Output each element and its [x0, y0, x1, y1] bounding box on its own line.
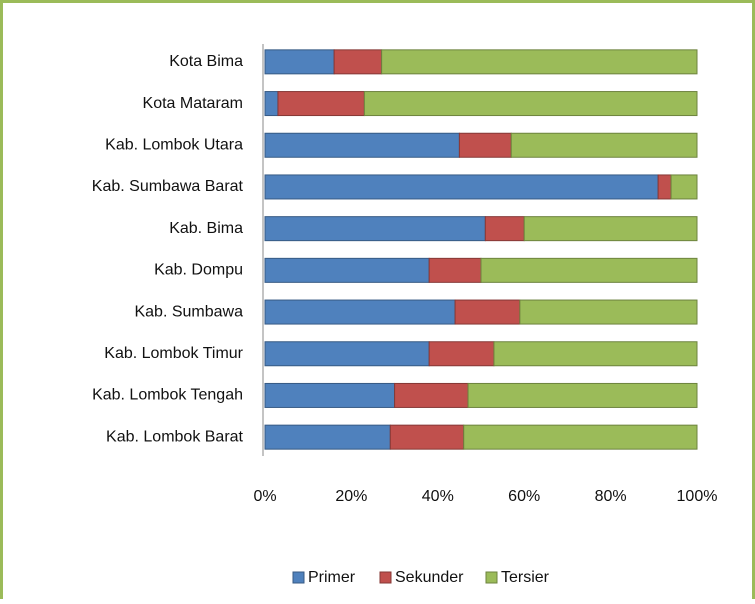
- bar-segment: [333, 49, 383, 75]
- bar-segment: [428, 257, 482, 283]
- legend-swatch: [379, 571, 392, 584]
- bar-segment: [264, 132, 460, 158]
- y-tick-label: Kab. Lombok Barat: [106, 428, 244, 445]
- bar-segment: [264, 216, 486, 242]
- bar-segment: [428, 341, 495, 367]
- x-tick-label: 0%: [253, 488, 276, 505]
- bar-segment: [394, 382, 469, 408]
- bar-segment: [493, 341, 698, 367]
- x-tick-label: 80%: [595, 488, 627, 505]
- y-tick-label: Kab. Lombok Timur: [104, 345, 243, 362]
- bar-segment: [510, 132, 698, 158]
- bar-segment: [264, 49, 335, 75]
- bar-segment: [657, 174, 672, 200]
- bar-segment: [381, 49, 698, 75]
- x-tick-label: 100%: [677, 488, 718, 505]
- bar-segment: [264, 424, 391, 450]
- bar-segment: [264, 341, 430, 367]
- bar-segment: [480, 257, 698, 283]
- x-tick-label: 60%: [508, 488, 540, 505]
- x-tick-label: 40%: [422, 488, 454, 505]
- x-tick-label: 20%: [335, 488, 367, 505]
- bar-segment: [264, 257, 430, 283]
- bar-segment: [519, 299, 698, 325]
- bar-segment: [454, 299, 521, 325]
- legend-swatch: [292, 571, 305, 584]
- y-tick-label: Kab. Sumbawa Barat: [92, 178, 244, 195]
- y-tick-label: Kab. Lombok Utara: [105, 136, 243, 153]
- y-tick-label: Kota Bima: [169, 53, 243, 70]
- legend-label: Tersier: [501, 569, 550, 586]
- bar-segment: [277, 91, 365, 117]
- bar-segment: [363, 91, 698, 117]
- bar-segment: [463, 424, 698, 450]
- legend-label: Primer: [308, 569, 356, 586]
- y-tick-label: Kab. Dompu: [154, 262, 243, 279]
- bar-segment: [467, 382, 698, 408]
- bar-segment: [484, 216, 525, 242]
- legend-swatch: [485, 571, 498, 584]
- bar-segment: [264, 174, 659, 200]
- y-tick-label: Kab. Lombok Tengah: [92, 387, 243, 404]
- bar-segment: [264, 299, 456, 325]
- bar-segment: [670, 174, 698, 200]
- legend-label: Sekunder: [395, 569, 464, 586]
- bar-segment: [264, 91, 279, 117]
- bar-segment: [389, 424, 465, 450]
- bar-segment: [523, 216, 698, 242]
- y-tick-label: Kab. Bima: [169, 220, 243, 237]
- bar-segment: [264, 382, 396, 408]
- y-tick-label: Kota Mataram: [143, 95, 243, 112]
- y-tick-label: Kab. Sumbawa: [134, 303, 243, 320]
- bar-segment: [458, 132, 512, 158]
